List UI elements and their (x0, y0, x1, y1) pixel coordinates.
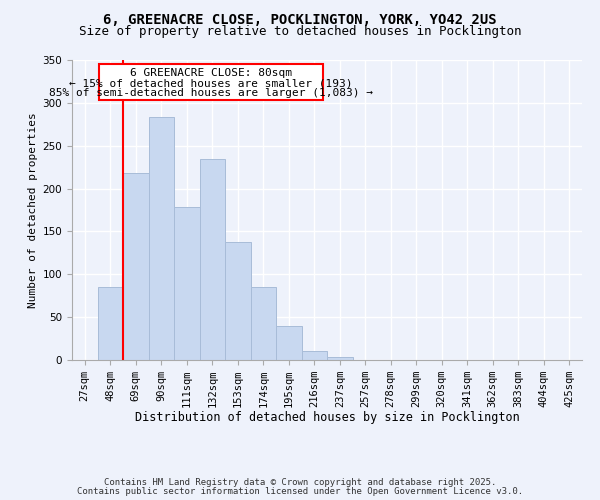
Bar (327, 356, 353, 360)
Y-axis label: Number of detached properties: Number of detached properties (28, 112, 38, 308)
Text: 6 GREENACRE CLOSE: 80sqm: 6 GREENACRE CLOSE: 80sqm (130, 68, 292, 78)
Text: Contains HM Land Registry data © Crown copyright and database right 2025.: Contains HM Land Registry data © Crown c… (104, 478, 496, 487)
Text: 85% of semi-detached houses are larger (1,083) →: 85% of semi-detached houses are larger (… (49, 88, 373, 99)
Text: Size of property relative to detached houses in Pocklington: Size of property relative to detached ho… (79, 25, 521, 38)
Bar (123, 173, 149, 360)
Bar (199, 160, 225, 360)
Bar (302, 350, 327, 360)
Text: ← 15% of detached houses are smaller (193): ← 15% of detached houses are smaller (19… (69, 78, 353, 88)
Bar (251, 287, 276, 360)
Text: 6, GREENACRE CLOSE, POCKLINGTON, YORK, YO42 2US: 6, GREENACRE CLOSE, POCKLINGTON, YORK, Y… (103, 12, 497, 26)
X-axis label: Distribution of detached houses by size in Pocklington: Distribution of detached houses by size … (134, 412, 520, 424)
Bar (174, 208, 199, 360)
Text: Contains public sector information licensed under the Open Government Licence v3: Contains public sector information licen… (77, 487, 523, 496)
Bar (225, 242, 251, 360)
Bar (276, 326, 302, 360)
Bar (97, 287, 123, 360)
FancyBboxPatch shape (99, 64, 323, 100)
Bar (149, 116, 174, 360)
